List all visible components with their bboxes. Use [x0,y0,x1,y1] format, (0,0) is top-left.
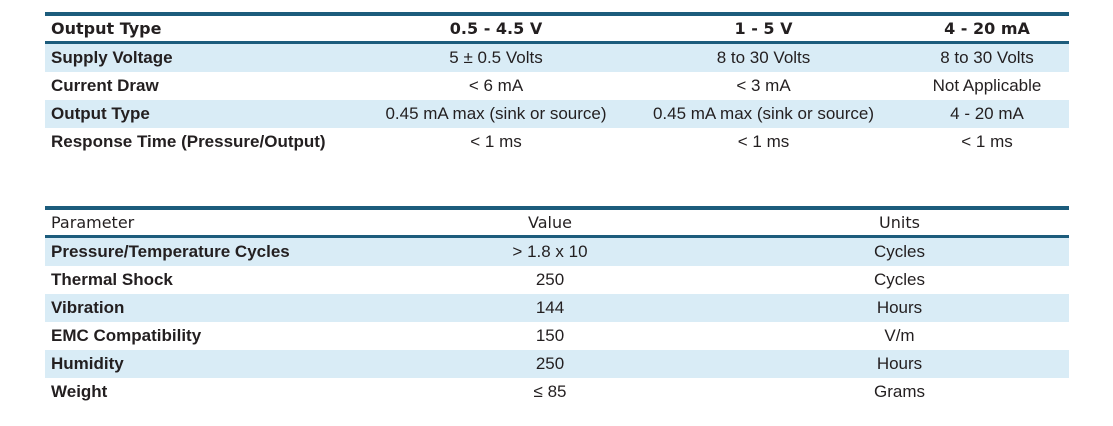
table-cell: 8 to 30 Volts [622,42,905,72]
table-row: Current Draw < 6 mA < 3 mA Not Applicabl… [45,72,1069,100]
table-cell: < 3 mA [736,76,791,95]
table-cell: ≤ 85 [533,382,567,401]
table-cell: 0.45 mA max (sink or source) [370,100,622,128]
row-label: Response Time (Pressure/Output) [51,132,326,151]
table-cell: 0.45 mA max (sink or source) [622,100,905,128]
column-header: Output Type [51,19,162,38]
table-cell: 4 - 20 mA [905,100,1069,128]
table-row: Pressure/Temperature Cycles > 1.8 x 10 C… [45,236,1069,266]
row-label: Thermal Shock [51,270,173,289]
table-cell: 144 [370,294,730,322]
row-label: EMC Compatibility [51,326,202,345]
table-cell: > 1.8 x 10 [370,236,730,266]
row-label: Vibration [45,294,370,322]
row-label: Pressure/Temperature Cycles [45,236,370,266]
table-cell: Not Applicable [932,76,1042,95]
reliability-specs-table: Parameter Value Units Pressure/Temperatu… [45,206,1069,406]
table-cell: 250 [535,270,565,289]
column-header: Parameter [51,213,135,232]
table-row: Response Time (Pressure/Output) < 1 ms <… [45,128,1069,156]
table-cell: 250 [370,350,730,378]
table-cell: < 6 mA [468,76,524,95]
table-row: Thermal Shock 250 Cycles [45,266,1069,294]
table-header-row: Output Type 0.5 - 4.5 V 1 - 5 V 4 - 20 m… [45,14,1069,43]
row-label: Current Draw [51,76,159,95]
table-cell: Grams [874,382,925,401]
table-row: Humidity 250 Hours [45,350,1069,378]
table-row: Weight ≤ 85 Grams [45,378,1069,406]
table-cell: Cycles [873,270,925,289]
table-cell: < 1 ms [961,132,1013,151]
row-label: Humidity [45,350,370,378]
table-cell: Hours [730,350,1069,378]
table-cell: < 1 ms [737,132,790,151]
table-cell: Hours [730,294,1069,322]
row-label: Output Type [45,100,370,128]
table-row: Supply Voltage 5 ± 0.5 Volts 8 to 30 Vol… [45,42,1069,72]
table-cell: 150 [535,326,565,345]
table-row: Output Type 0.45 mA max (sink or source)… [45,100,1069,128]
table-cell: 5 ± 0.5 Volts [370,42,622,72]
table-header-row: Parameter Value Units [45,208,1069,237]
column-header: 0.5 - 4.5 V [449,19,543,38]
column-header: Units [879,213,920,232]
table-row: EMC Compatibility 150 V/m [45,322,1069,350]
output-specs-table: Output Type 0.5 - 4.5 V 1 - 5 V 4 - 20 m… [45,12,1069,156]
table-cell: Cycles [730,236,1069,266]
row-label: Weight [51,382,108,401]
table-cell: < 1 ms [470,132,522,151]
row-label: Supply Voltage [45,42,370,72]
column-header: Value [528,213,572,232]
table-cell: 8 to 30 Volts [905,42,1069,72]
column-header: 4 - 20 mA [944,19,1030,38]
table-cell: V/m [884,326,915,345]
table-row: Vibration 144 Hours [45,294,1069,322]
column-header: 1 - 5 V [734,19,793,38]
